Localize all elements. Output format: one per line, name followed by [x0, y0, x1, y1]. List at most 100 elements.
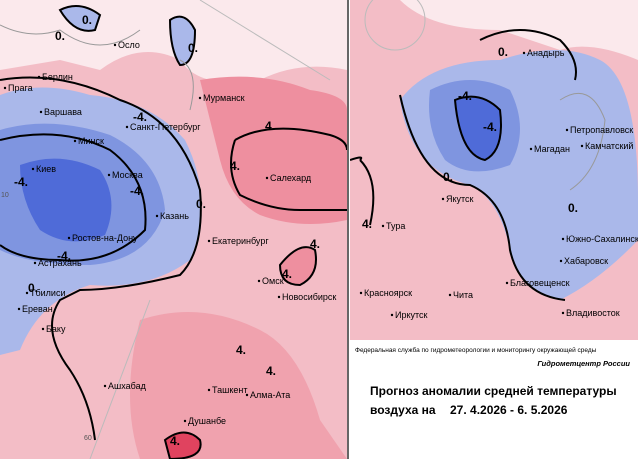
city-label: Екатеринбург — [212, 236, 269, 246]
city-label: Ереван — [22, 304, 53, 314]
city-label: Камчатский — [585, 141, 633, 151]
city-label: Казань — [160, 211, 189, 221]
city-dot — [107, 173, 111, 177]
city-dot — [113, 43, 117, 47]
city-dot — [41, 327, 45, 331]
city-label: Прага — [8, 83, 33, 93]
title: Прогноз аномалии средней температуры — [370, 384, 617, 398]
city-dot — [561, 311, 565, 315]
contour-label: -4. — [57, 249, 71, 263]
city-label: Москва — [112, 170, 143, 180]
city-label: Анадырь — [527, 48, 565, 58]
city-dot — [183, 419, 187, 423]
contour-label: 4. — [230, 159, 240, 173]
contour-label: -4. — [130, 184, 144, 198]
city-label: Берлин — [42, 72, 73, 82]
city-label: Ашхабад — [108, 381, 147, 391]
contour-label: 4. — [265, 119, 275, 133]
city-dot — [25, 291, 29, 295]
city-label: Чита — [453, 290, 473, 300]
city-dot — [103, 384, 107, 388]
contour-label: 0. — [568, 201, 578, 215]
city-label: Тура — [386, 221, 405, 231]
city-dot — [207, 239, 211, 243]
contour-label: 4. — [362, 217, 372, 231]
city-label: Астрахань — [38, 258, 82, 268]
city-dot — [257, 279, 261, 283]
city-label: Якутск — [446, 194, 474, 204]
contour-label: -4. — [14, 175, 28, 189]
city-dot — [73, 139, 77, 143]
city-label: Мурманск — [203, 93, 245, 103]
contour-label: 4. — [236, 343, 246, 357]
city-dot — [155, 214, 159, 218]
contour-label: 0. — [82, 13, 92, 27]
city-dot — [3, 86, 7, 90]
contour-label: -4. — [483, 120, 497, 134]
city-label: Варшава — [44, 107, 82, 117]
agency: Федеральная служба по гидрометеорологии … — [355, 346, 597, 354]
city-dot — [390, 313, 394, 317]
city-label: Омск — [262, 276, 284, 286]
city-dot — [67, 236, 71, 240]
city-dot — [505, 281, 509, 285]
city-dot — [381, 224, 385, 228]
city-label: Хабаровск — [564, 256, 608, 266]
city-dot — [207, 388, 211, 392]
city-dot — [198, 96, 202, 100]
city-dot — [125, 125, 129, 129]
city-label: Иркутск — [395, 310, 428, 320]
city-dot — [277, 295, 281, 299]
city-label: Санкт-Петербург — [130, 122, 201, 132]
city-label: Алма-Ата — [250, 390, 290, 400]
city-dot — [33, 261, 37, 265]
center: Гидрометцентр России — [537, 359, 630, 368]
city-dot — [522, 51, 526, 55]
city-label: Красноярск — [364, 288, 412, 298]
title: воздуха на — [370, 403, 436, 417]
city-dot — [245, 393, 249, 397]
contour-label: 0. — [55, 29, 65, 43]
contour-label: 4. — [266, 364, 276, 378]
city-dot — [441, 197, 445, 201]
city-label: Владивосток — [566, 308, 620, 318]
city-dot — [17, 307, 21, 311]
contour-label: 4. — [310, 237, 320, 251]
city-dot — [31, 167, 35, 171]
contour-label: 4. — [170, 434, 180, 448]
contour-label: 0. — [196, 197, 206, 211]
city-dot — [529, 147, 533, 151]
contour-label: -4. — [458, 89, 472, 103]
city-dot — [39, 110, 43, 114]
city-label: Душанбе — [188, 416, 226, 426]
city-label: Салехард — [270, 173, 312, 183]
city-label: Киев — [36, 164, 56, 174]
contour-label: 0. — [28, 281, 38, 295]
city-label: Баку — [46, 324, 66, 334]
city-dot — [265, 176, 269, 180]
city-label: Ростов-на-Дону — [72, 233, 138, 243]
graticule-label: 60 — [84, 435, 92, 442]
contour-label: 4. — [282, 267, 292, 281]
city-dot — [565, 128, 569, 132]
contour-label: 0. — [498, 45, 508, 59]
city-label: Осло — [118, 40, 140, 50]
city-dot — [359, 291, 363, 295]
period: 27. 4.2026 - 6. 5.2026 — [450, 403, 568, 417]
city-dot — [580, 144, 584, 148]
contour-label: -4. — [133, 110, 147, 124]
contour-label: 0. — [443, 170, 453, 184]
city-label: Южно-Сахалинск — [566, 234, 638, 244]
contour-label: 0. — [188, 41, 198, 55]
city-label: Петропавловск — [570, 125, 633, 135]
city-dot — [561, 237, 565, 241]
city-dot — [448, 293, 452, 297]
city-dot — [37, 75, 41, 79]
city-label: Магадан — [534, 144, 570, 154]
city-label: Тбилиси — [30, 288, 66, 298]
right-map — [350, 0, 638, 340]
graticule-label: 10 — [1, 192, 9, 199]
left-map — [0, 0, 347, 459]
city-label: Ташкент — [212, 385, 247, 395]
